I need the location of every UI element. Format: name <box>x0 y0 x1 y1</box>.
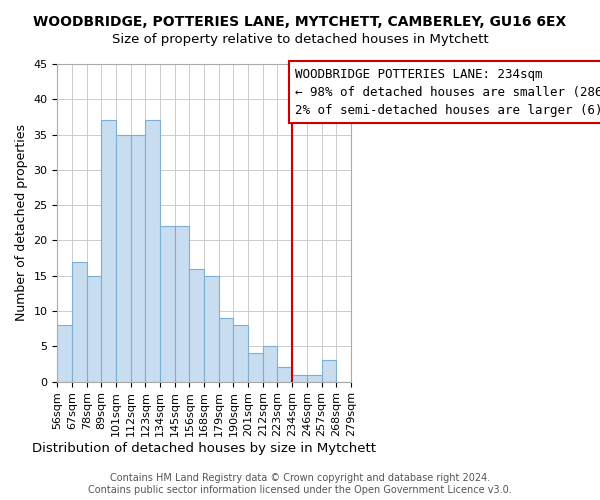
Bar <box>277 368 292 382</box>
Bar <box>101 120 116 382</box>
Text: Contains HM Land Registry data © Crown copyright and database right 2024.
Contai: Contains HM Land Registry data © Crown c… <box>88 474 512 495</box>
Bar <box>72 262 87 382</box>
Bar <box>248 354 263 382</box>
Bar <box>307 374 322 382</box>
Bar <box>292 374 307 382</box>
Bar <box>263 346 277 382</box>
Bar <box>233 325 248 382</box>
X-axis label: Distribution of detached houses by size in Mytchett: Distribution of detached houses by size … <box>32 442 376 455</box>
Bar <box>160 226 175 382</box>
Bar <box>175 226 190 382</box>
Text: WOODBRIDGE, POTTERIES LANE, MYTCHETT, CAMBERLEY, GU16 6EX: WOODBRIDGE, POTTERIES LANE, MYTCHETT, CA… <box>34 15 566 29</box>
Bar <box>131 134 145 382</box>
Text: Size of property relative to detached houses in Mytchett: Size of property relative to detached ho… <box>112 32 488 46</box>
Bar <box>190 268 204 382</box>
Y-axis label: Number of detached properties: Number of detached properties <box>15 124 28 322</box>
Bar <box>322 360 336 382</box>
Bar <box>58 325 72 382</box>
Bar <box>87 276 101 382</box>
Bar <box>204 276 219 382</box>
Bar <box>219 318 233 382</box>
Bar <box>116 134 131 382</box>
Bar <box>145 120 160 382</box>
Text: WOODBRIDGE POTTERIES LANE: 234sqm
← 98% of detached houses are smaller (286)
2% : WOODBRIDGE POTTERIES LANE: 234sqm ← 98% … <box>295 68 600 116</box>
